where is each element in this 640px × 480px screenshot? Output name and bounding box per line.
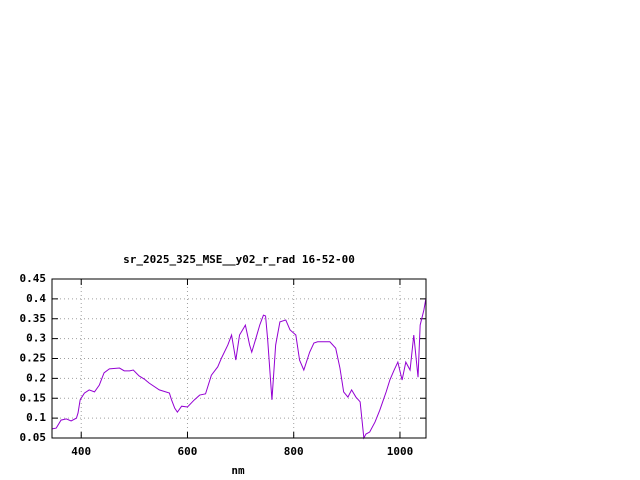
x-tick-label: 400 [71, 445, 91, 458]
y-tick-label: 0.3 [26, 332, 46, 345]
x-tick-label: 600 [178, 445, 198, 458]
y-tick-label: 0.25 [20, 352, 47, 365]
y-tick-label: 0.05 [20, 431, 47, 444]
x-axis-label: nm [231, 464, 245, 477]
y-tick-label: 0.45 [20, 272, 47, 285]
y-tick-label: 0.1 [26, 411, 46, 424]
chart-title: sr_2025_325_MSE__y02_r_rad 16-52-00 [123, 253, 355, 266]
plot-border [51, 278, 427, 439]
y-tick-label: 0.35 [20, 312, 47, 325]
x-tick-label: 800 [284, 445, 304, 458]
y-tick-label: 0.2 [26, 371, 46, 384]
x-tick-label: 1000 [387, 445, 414, 458]
y-tick-label: 0.15 [20, 391, 47, 404]
y-tick-label: 0.4 [26, 292, 46, 305]
data-line [51, 297, 427, 440]
